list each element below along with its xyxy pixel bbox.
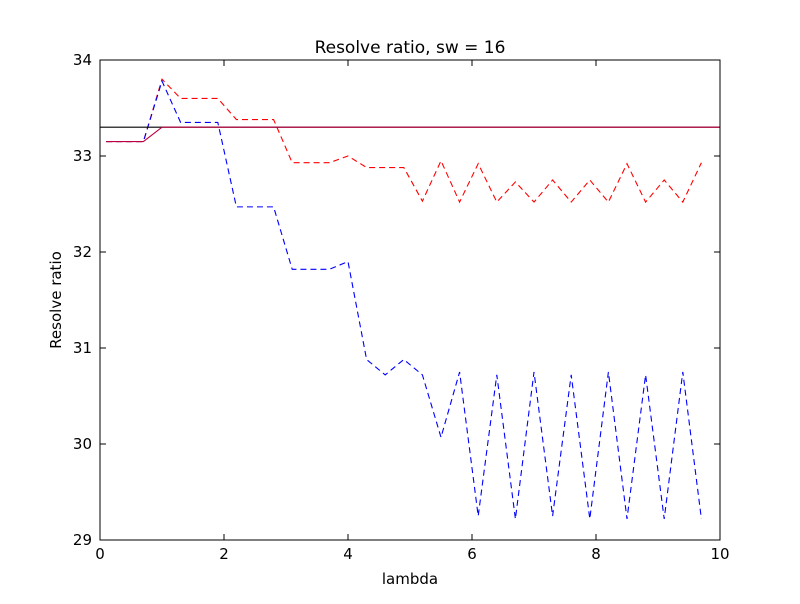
x-axis-label: lambda <box>382 570 438 588</box>
y-tick-label: 30 <box>73 435 92 453</box>
y-tick-label: 29 <box>73 531 92 549</box>
axes-layer: 0 2 4 6 8 10 29 30 31 32 33 34 <box>73 51 730 563</box>
x-tick-label: 0 <box>95 545 105 563</box>
y-tick-label: 34 <box>73 51 92 69</box>
plot-frame <box>99 59 721 541</box>
series-line-1 <box>106 78 702 204</box>
x-tick-label: 4 <box>343 545 353 563</box>
y-tick-label: 33 <box>73 147 92 165</box>
series-line-4 <box>106 126 720 143</box>
x-tick-label: 2 <box>219 545 229 563</box>
y-tick-label: 31 <box>73 339 92 357</box>
series-line-2 <box>106 79 702 519</box>
x-tick-label: 6 <box>467 545 477 563</box>
series-layer <box>100 78 720 519</box>
y-tick-label: 32 <box>73 243 92 261</box>
x-tick-label: 10 <box>710 545 729 563</box>
y-axis-label: Resolve ratio <box>47 251 65 349</box>
chart-title: Resolve ratio, sw = 16 <box>315 38 506 58</box>
x-tick-label: 8 <box>591 545 601 563</box>
